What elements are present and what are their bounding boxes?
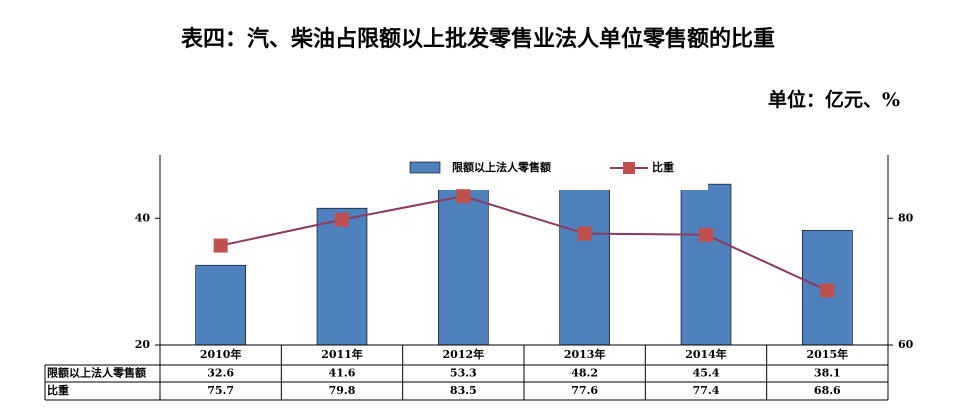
bar xyxy=(559,166,610,345)
legend-box xyxy=(395,155,708,190)
legend-label: 比重 xyxy=(652,160,674,174)
table-cell: 83.5 xyxy=(450,384,477,397)
table-cell: 32.6 xyxy=(207,367,234,380)
table-cell: 75.7 xyxy=(207,384,234,397)
x-tick-label: 2013年 xyxy=(564,347,606,361)
table-cell: 48.2 xyxy=(571,367,598,380)
y-tick-label: 40 xyxy=(135,211,151,224)
x-tick-label: 2012年 xyxy=(443,347,485,361)
chart-subtitle: 单位：亿元、% xyxy=(768,88,900,111)
table-cell: 77.4 xyxy=(693,384,720,397)
legend-swatch xyxy=(409,161,441,174)
y-tick-label: 20 xyxy=(135,338,151,351)
marker xyxy=(577,226,592,241)
marker xyxy=(213,238,228,253)
y2-tick-label: 80 xyxy=(898,211,914,224)
legend-label: 限额以上法人零售额 xyxy=(452,160,551,174)
marker xyxy=(456,189,471,204)
table-cell: 38.1 xyxy=(814,367,841,380)
table-cell: 68.6 xyxy=(814,384,841,397)
table-cell: 77.6 xyxy=(571,384,598,397)
line xyxy=(220,195,828,292)
x-tick-label: 2014年 xyxy=(685,347,727,361)
table-cell: 41.6 xyxy=(329,367,356,380)
bar xyxy=(680,183,732,345)
table-cell: 45.4 xyxy=(693,367,720,380)
y2-tick-label: 60 xyxy=(898,338,914,351)
chart-title: 表四：汽、柴油占限额以上批发零售业法人单位零售额的比重 xyxy=(181,26,775,52)
x-tick-label: 2010年 xyxy=(200,347,242,361)
marker xyxy=(335,212,349,227)
bar xyxy=(316,207,368,345)
x-tick-label: 2011年 xyxy=(321,347,363,361)
table-cell: 53.3 xyxy=(450,367,477,380)
table-row-label: 限额以上法人零售额 xyxy=(47,366,146,380)
bar xyxy=(195,264,246,345)
table-row-label: 比重 xyxy=(47,383,69,397)
marker xyxy=(699,227,713,242)
marker xyxy=(820,283,835,298)
legend-marker xyxy=(623,162,635,174)
table-cell: 79.8 xyxy=(329,384,356,397)
x-tick-label: 2015年 xyxy=(807,347,849,361)
